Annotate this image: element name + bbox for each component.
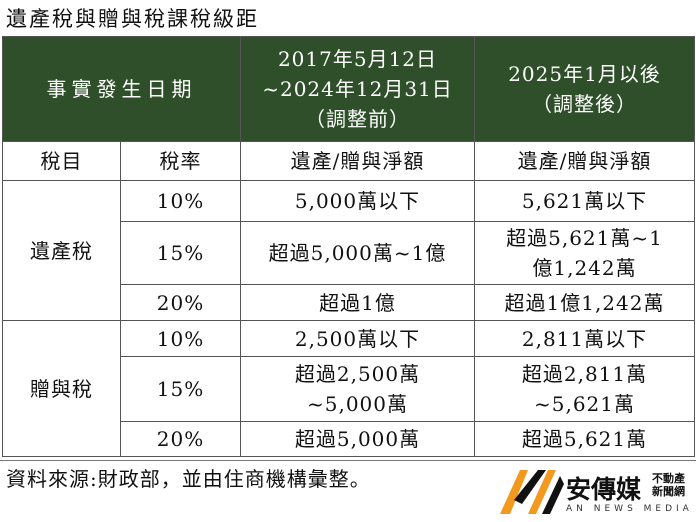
logo-tagline-line1: 不動產 bbox=[652, 472, 685, 485]
amount-before-line1: 超過2,500萬 bbox=[294, 362, 421, 386]
rate-cell: 20% bbox=[120, 421, 241, 457]
an-logo-mark-icon bbox=[500, 470, 564, 514]
amount-before-cell: 5,000萬以下 bbox=[240, 180, 475, 222]
header-period-after-line2: （調整後） bbox=[532, 92, 637, 116]
amount-after-line1: 超過5,621萬~1 bbox=[506, 226, 663, 250]
header-period-after: 2025年1月以後 （調整後） bbox=[474, 36, 695, 142]
amount-after-line2: 億1,242萬 bbox=[532, 256, 637, 280]
table-row: 15% 超過2,500萬 ~5,000萬 超過2,811萬 ~5,621萬 bbox=[3, 356, 695, 422]
logo-tagline: 不動產 新聞網 bbox=[652, 472, 692, 498]
logo-tagline-line2: 新聞網 bbox=[652, 485, 685, 498]
subheader-tax-rate: 稅率 bbox=[120, 141, 241, 181]
an-news-media-logo: 安傳媒 不動產 新聞網 AN NEWS MEDIA bbox=[498, 462, 696, 520]
page-title: 遺產稅與贈與稅課稅級距 bbox=[6, 7, 259, 31]
header-period-before-line3: （調整前） bbox=[305, 107, 410, 131]
rate-cell: 15% bbox=[120, 221, 241, 285]
logo-english-name: AN NEWS MEDIA bbox=[566, 504, 693, 514]
estate-tax-label: 遺產稅 bbox=[2, 180, 121, 321]
rate-cell: 15% bbox=[120, 356, 241, 422]
source-note: 資料來源:財政部，並由住商機構彙整。 bbox=[6, 467, 371, 491]
amount-before-cell: 超過5,000萬 bbox=[240, 421, 475, 457]
rate-cell: 10% bbox=[120, 180, 241, 222]
gift-tax-label: 贈與稅 bbox=[2, 320, 121, 457]
amount-before-cell: 超過5,000萬~1億 bbox=[240, 221, 475, 285]
amount-after-cell: 5,621萬以下 bbox=[474, 180, 695, 222]
header-row: 事實發生日期 2017年5月12日 ~2024年12月31日 （調整前） 202… bbox=[2, 36, 695, 142]
amount-before-cell: 2,500萬以下 bbox=[240, 320, 475, 357]
table-row: 20% 超過1億 超過1億1,242萬 bbox=[3, 284, 695, 321]
amount-after-cell: 超過2,811萬 ~5,621萬 bbox=[474, 356, 695, 422]
amount-after-line2: ~5,621萬 bbox=[533, 392, 635, 416]
header-period-before-line2: ~2024年12月31日 bbox=[262, 77, 453, 101]
amount-after-cell: 2,811萬以下 bbox=[474, 320, 695, 357]
header-period-before: 2017年5月12日 ~2024年12月31日 （調整前） bbox=[240, 36, 475, 142]
table-row: 遺產稅 10% 5,000萬以下 5,621萬以下 bbox=[2, 180, 695, 321]
table-row: 15% 超過5,000萬~1億 超過5,621萬~1 億1,242萬 bbox=[3, 221, 695, 285]
rate-cell: 20% bbox=[120, 284, 241, 321]
header-period-after-line1: 2025年1月以後 bbox=[508, 62, 661, 86]
subheader-row: 稅目 稅率 遺產/贈與淨額 遺產/贈與淨額 bbox=[2, 141, 695, 181]
tax-bracket-table: 事實發生日期 2017年5月12日 ~2024年12月31日 （調整前） 202… bbox=[2, 36, 695, 457]
amount-before-cell: 超過2,500萬 ~5,000萬 bbox=[240, 356, 475, 422]
amount-before-line2: ~5,000萬 bbox=[306, 392, 408, 416]
header-event-date: 事實發生日期 bbox=[2, 36, 241, 142]
amount-after-cell: 超過1億1,242萬 bbox=[474, 284, 695, 321]
footer-divider bbox=[0, 460, 696, 461]
table-row: 贈與稅 10% 2,500萬以下 2,811萬以下 bbox=[2, 320, 695, 457]
table-row: 20% 超過5,000萬 超過5,621萬 bbox=[3, 421, 695, 457]
rate-cell: 10% bbox=[120, 320, 241, 357]
amount-after-cell: 超過5,621萬~1 億1,242萬 bbox=[474, 221, 695, 285]
subheader-net-amount-after: 遺產/贈與淨額 bbox=[474, 141, 695, 181]
amount-before-cell: 超過1億 bbox=[240, 284, 475, 321]
subheader-tax-item: 稅目 bbox=[2, 141, 121, 181]
amount-after-cell: 超過5,621萬 bbox=[474, 421, 695, 457]
amount-after-line1: 超過2,811萬 bbox=[521, 362, 648, 386]
subheader-net-amount-before: 遺產/贈與淨額 bbox=[240, 141, 475, 181]
logo-brand-name: 安傳媒 bbox=[566, 475, 642, 504]
header-period-before-line1: 2017年5月12日 bbox=[277, 47, 438, 71]
